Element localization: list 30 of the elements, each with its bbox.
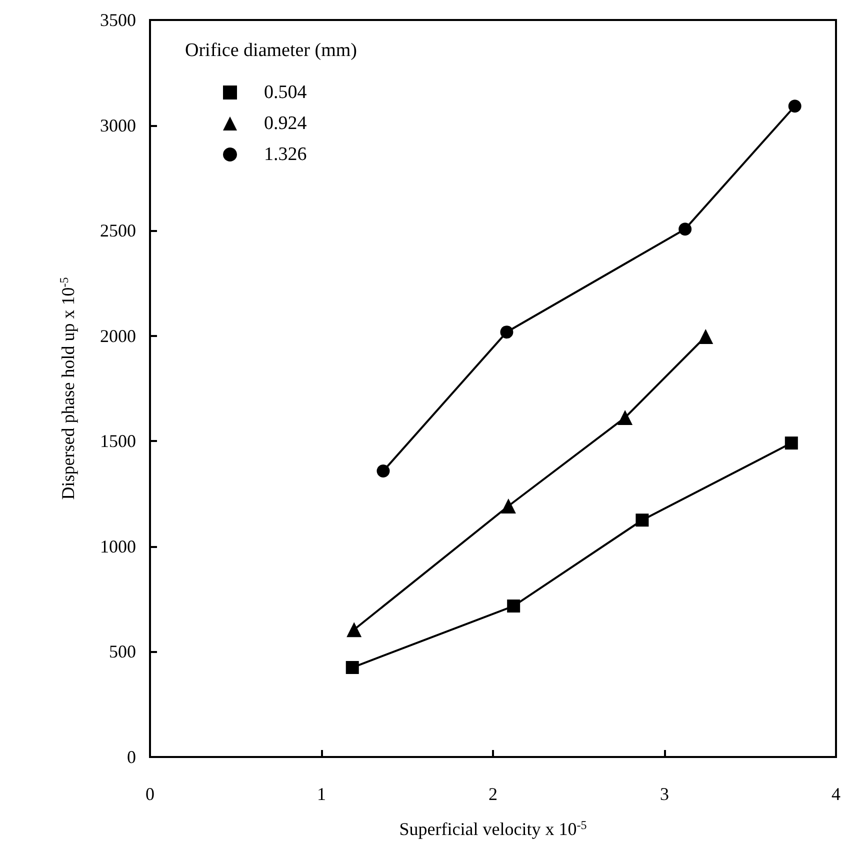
point xyxy=(346,622,362,638)
point xyxy=(346,661,359,674)
x-tick-label: 2 xyxy=(488,784,498,804)
y-tick-label: 3500 xyxy=(100,10,136,30)
legend-title: Orifice diameter (mm) xyxy=(185,40,357,61)
y-axis-title: Dispersed phase hold up x 10-5 xyxy=(57,277,78,500)
point xyxy=(500,326,514,339)
y-tick-label: 500 xyxy=(109,642,136,662)
legend-label: 0.924 xyxy=(264,113,308,134)
legend-label: 0.504 xyxy=(264,82,308,103)
y-tick-label: 3000 xyxy=(100,115,136,136)
point xyxy=(507,600,520,613)
y-tick-label: 2500 xyxy=(100,220,136,241)
point xyxy=(788,100,802,113)
point xyxy=(784,436,798,450)
y-tick-label: 1500 xyxy=(100,431,136,452)
y-tick-label: 2000 xyxy=(100,326,136,346)
x-tick-label: 3 xyxy=(660,784,669,804)
x-tick-label: 4 xyxy=(832,784,840,804)
point xyxy=(678,222,692,236)
point xyxy=(500,498,516,514)
point xyxy=(618,410,633,426)
x-tick-label: 1 xyxy=(317,784,326,804)
y-tick-label: 1000 xyxy=(100,536,136,556)
point xyxy=(376,464,390,478)
y-tick-label: 0 xyxy=(127,747,136,767)
x-tick-label: 0 xyxy=(146,784,154,804)
point xyxy=(698,328,714,344)
legend-label: 1.326 xyxy=(264,144,307,165)
point xyxy=(636,514,649,527)
